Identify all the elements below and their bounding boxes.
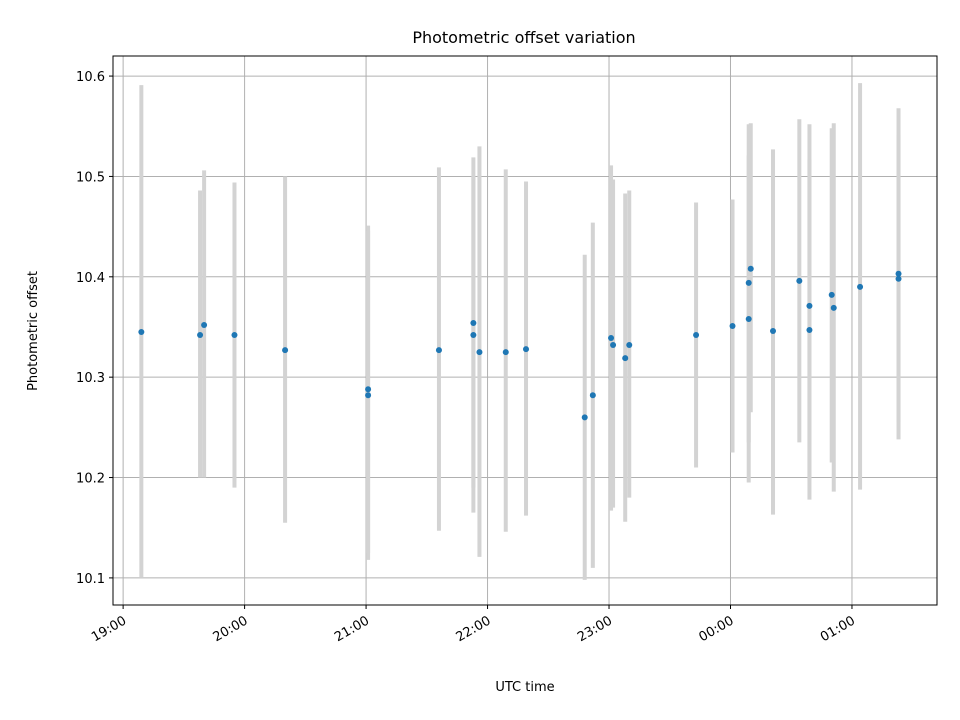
data-point — [365, 386, 372, 393]
y-tick-label: 10.6 — [76, 70, 105, 85]
x-tick-label: 19:00 — [89, 613, 129, 645]
data-point — [581, 414, 588, 421]
data-point — [470, 319, 477, 326]
x-tick-label: 20:00 — [211, 613, 251, 645]
data-point — [435, 347, 442, 354]
data-point — [470, 332, 477, 339]
x-axis-label: UTC time — [495, 680, 554, 695]
data-point — [806, 326, 813, 333]
data-point — [806, 302, 813, 309]
data-point — [608, 335, 615, 342]
data-point — [857, 283, 864, 290]
data-points — [138, 265, 902, 421]
data-point — [622, 355, 629, 362]
y-tick-label: 10.1 — [76, 572, 105, 587]
data-point — [828, 291, 835, 298]
x-axis-ticks: 19:00 20:00 21:00 22:00 23:00 00:00 01:00 — [89, 605, 858, 645]
data-point — [610, 342, 617, 349]
data-point — [201, 321, 208, 328]
data-point — [282, 347, 289, 354]
x-tick-label: 00:00 — [697, 613, 737, 645]
x-tick-label: 22:00 — [454, 613, 494, 645]
y-axis-label: Photometric offset — [26, 271, 41, 391]
x-tick-label: 21:00 — [332, 613, 372, 645]
data-point — [747, 265, 754, 272]
data-point — [895, 275, 902, 282]
x-tick-label: 01:00 — [818, 613, 858, 645]
error-bars — [139, 83, 901, 580]
data-point — [626, 342, 633, 349]
data-point — [895, 270, 902, 277]
data-point — [796, 277, 803, 284]
y-tick-label: 10.2 — [76, 472, 105, 487]
data-point — [589, 392, 596, 399]
data-point — [693, 332, 700, 339]
y-tick-label: 10.4 — [76, 271, 105, 286]
data-point — [770, 328, 777, 335]
data-point — [729, 322, 736, 329]
data-point — [197, 332, 204, 339]
data-point — [502, 349, 509, 356]
data-point — [523, 346, 530, 353]
plot-frame — [112, 55, 938, 606]
y-tick-label: 10.3 — [76, 371, 105, 386]
y-tick-label: 10.5 — [76, 170, 105, 185]
data-point — [830, 304, 837, 311]
data-point — [365, 392, 372, 399]
y-axis-ticks: 10.1 10.2 10.3 10.4 10.5 10.6 — [76, 70, 113, 587]
x-tick-label: 23:00 — [575, 613, 615, 645]
data-point — [745, 279, 752, 286]
chart-title: Photometric offset variation — [412, 28, 635, 47]
data-point — [745, 315, 752, 322]
data-point — [138, 329, 145, 336]
data-point — [476, 349, 483, 356]
data-point — [231, 332, 238, 339]
